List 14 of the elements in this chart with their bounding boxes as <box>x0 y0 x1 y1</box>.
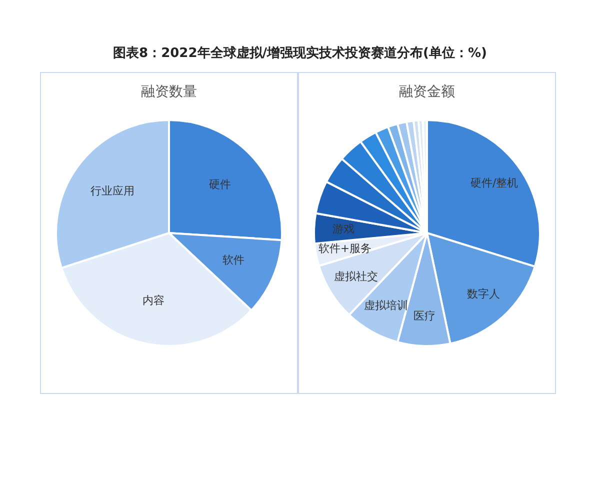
slice-label: 医疗 <box>414 309 436 322</box>
slice-label: 虚拟培训 <box>364 298 408 312</box>
slice-label: 内容 <box>142 294 165 308</box>
slice-label: 数字人 <box>466 288 500 301</box>
slice-label: 软件 <box>222 254 244 267</box>
chart-title: 融资金额 <box>398 83 456 102</box>
slice-label: 软件+服务 <box>318 242 372 256</box>
slice-label: 硬件 <box>209 178 232 191</box>
slice-label: 硬件/整机 <box>470 176 518 190</box>
chart-subtitle: 融资数量 <box>140 83 198 102</box>
slice-label: 行业应用 <box>90 184 134 198</box>
slice-label: 游戏 <box>332 222 354 236</box>
chart-title: 图表8：2022年全球虚拟/增强现实技术投资赛道分布(单位：%) <box>112 44 488 62</box>
slice-label: 虚拟社交 <box>334 270 378 283</box>
